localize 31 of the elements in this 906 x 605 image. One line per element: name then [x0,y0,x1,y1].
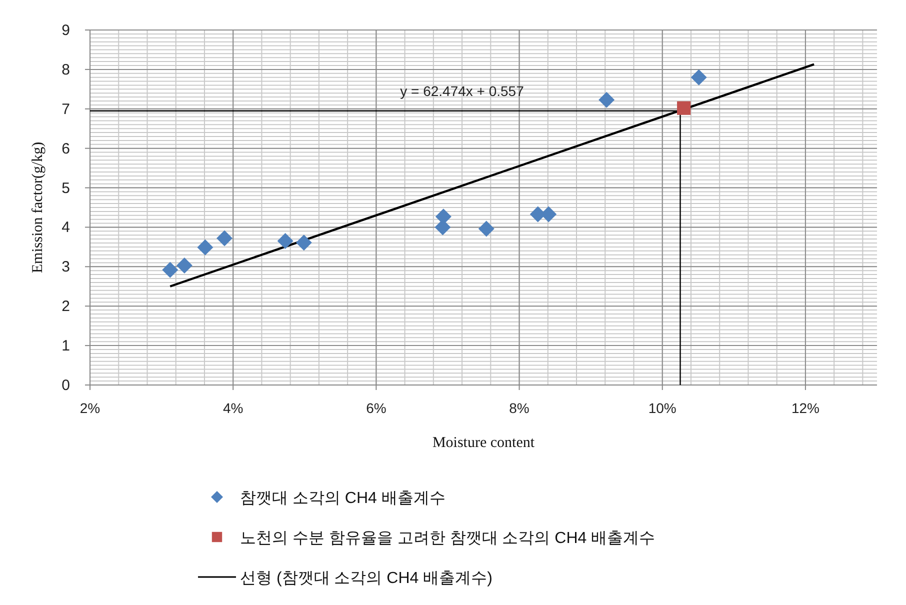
y-tick-label: 3 [62,258,70,276]
point [162,262,178,278]
x-axis-title: Moisture content [432,435,536,451]
y-tick-label: 7 [62,100,70,118]
y-tick-label: 4 [62,219,70,236]
x-tick-label: 4% [222,400,244,416]
point [478,220,494,237]
y-tick-label: 8 [62,61,70,78]
y-tick-label: 1 [62,338,70,355]
x-tick-label: 12% [791,400,820,416]
x-tick-label: 8% [509,400,530,416]
point [690,69,707,86]
y-tick-label: 9 [62,22,70,39]
point [197,239,214,256]
x-tick-label: 6% [366,400,386,416]
y-tick-label: 2 [62,298,70,316]
y-tick-label: 6 [62,140,70,158]
point [598,92,615,108]
annotation: y = 62.474x + 0.557 [400,83,524,99]
point [296,234,312,251]
x-tick-label: 2% [80,400,100,416]
y-axis-title: Emission factor(g/kg) [30,142,46,274]
point [176,257,192,274]
y-tick-label: 0 [62,377,70,394]
legend-label: 노천의 수분 함유율을 고려한 참깻대 소각의 CH4 배출계수 [240,530,656,547]
x-tick-label: 10% [648,400,676,416]
legend-label: 참깻대 소각의 CH4 배출계수 [240,490,446,507]
point [216,230,233,246]
y-tick-label: 5 [62,180,70,197]
legend-label: 선형 (참깻대 소각의 CH4 배출계수) [240,570,492,587]
point [277,233,294,250]
